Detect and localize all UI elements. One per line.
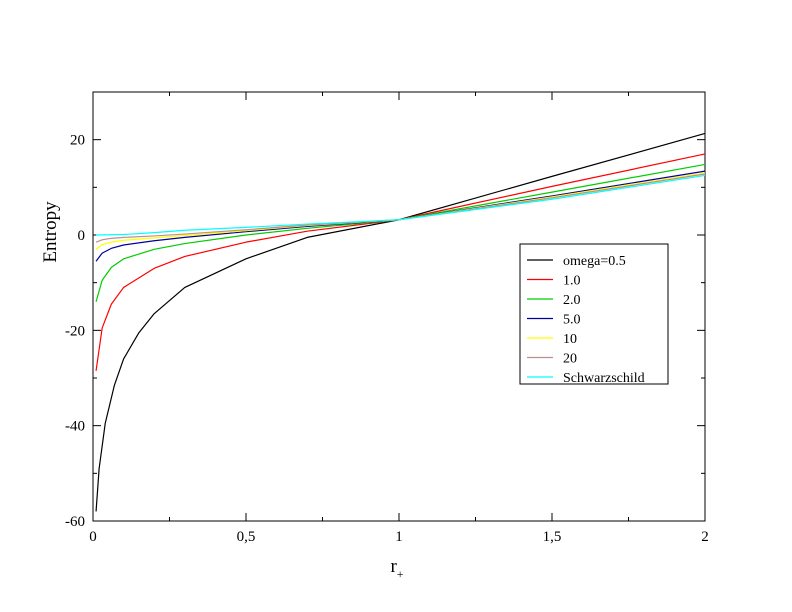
x-tick-label: 1: [395, 529, 403, 545]
legend: omega=0.5 1.0 2.0 5.0 10 20 Schwarzschild: [519, 243, 669, 386]
legend-label: Schwarzschild: [563, 371, 645, 386]
series-line-3: [95, 163, 706, 302]
series-lines: [95, 132, 706, 512]
legend-label: 5.0: [563, 313, 581, 328]
y-tick-label: -40: [65, 419, 85, 435]
legend-label: 10: [563, 332, 577, 347]
x-tick-label: 1,5: [543, 529, 562, 545]
tick-labels: 0 0,5 1 1,5 2 -60 -40 -20 0 20: [65, 133, 709, 545]
x-tick-label: 0,5: [237, 529, 256, 545]
x-axis-label: r+: [390, 556, 403, 581]
series-line-7: [96, 174, 706, 236]
legend-box: [519, 243, 669, 385]
ticks: [92, 92, 706, 522]
x-tick-label: 2: [701, 529, 709, 545]
y-tick-label: -60: [65, 514, 85, 530]
y-tick-label: 0: [78, 228, 86, 244]
legend-label: 2.0: [563, 293, 581, 308]
legend-label: 20: [563, 352, 577, 367]
y-axis-label: Entropy: [40, 201, 61, 263]
x-tick-label: 0: [89, 529, 97, 545]
legend-label: 1.0: [563, 274, 581, 289]
series-line-2: [95, 153, 706, 371]
y-tick-label: -20: [65, 323, 85, 339]
x-axis-label-subscript: +: [397, 567, 404, 581]
y-tick-label: 20: [70, 133, 85, 149]
legend-label: omega=0.5: [563, 254, 626, 269]
